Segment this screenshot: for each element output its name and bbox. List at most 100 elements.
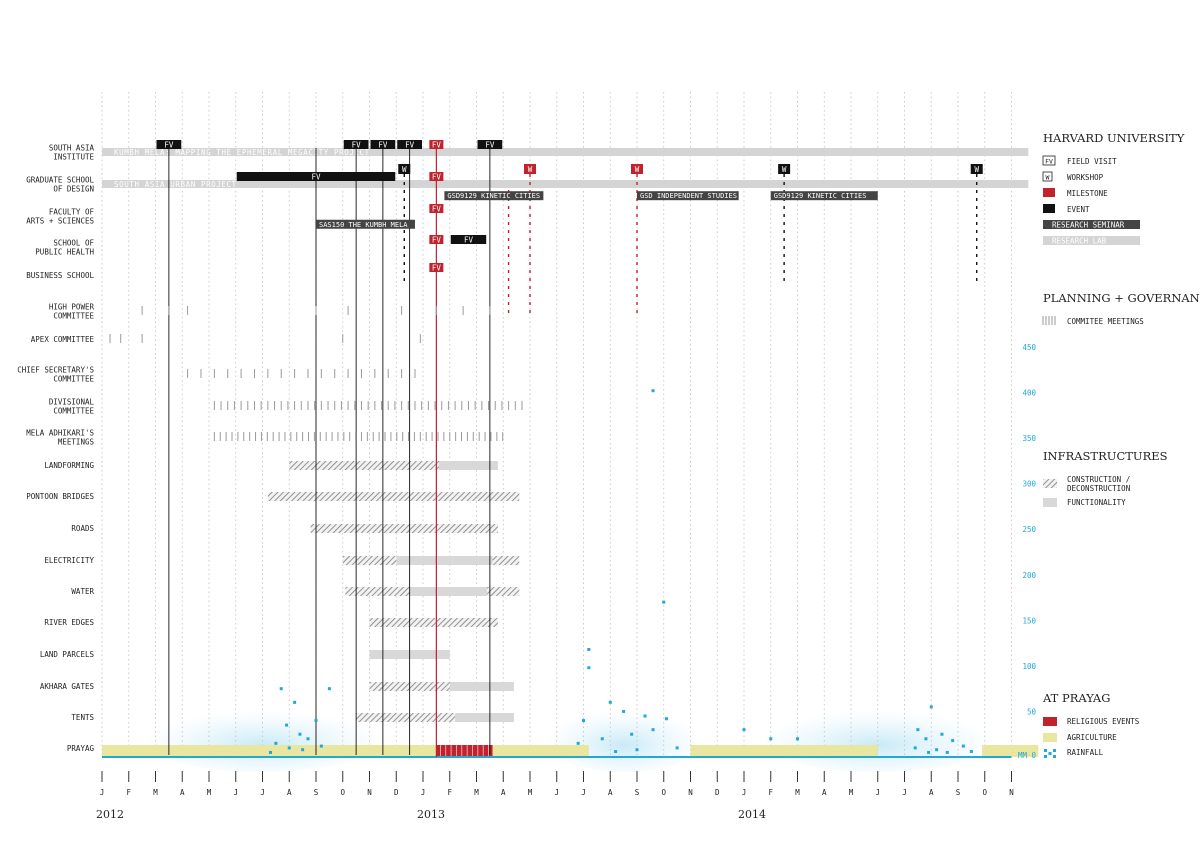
rainfall-tick-label: 350 [1022, 434, 1036, 443]
field-visit-label: FV [311, 173, 321, 182]
month-label: N [367, 788, 372, 797]
field-visit-label: FV [485, 141, 495, 150]
construction-bar [356, 713, 456, 722]
milestone-label: FV [432, 236, 442, 245]
month-label: A [929, 788, 934, 797]
construction-bar [267, 492, 520, 501]
workshop-box [778, 164, 791, 174]
legend-label: RESEARCH SEMINAR [1052, 221, 1125, 230]
research-seminar-bar [444, 191, 544, 201]
rainfall-tick-label: 200 [1022, 571, 1036, 580]
rainfall-point [651, 389, 655, 393]
workshop-box [970, 164, 983, 174]
agriculture-band [492, 745, 589, 757]
row-label-line: SCHOOL OF [53, 239, 94, 248]
rainfall-point [587, 647, 591, 651]
row-label: MELA ADHIKARI'S MEETINGS [26, 429, 94, 447]
rainfall-point [951, 739, 955, 743]
research-lab-label: KUMBH MELA: MAPPING THE EPHEMERAL MEGACI… [114, 148, 370, 157]
research-lab-label: SOUTH ASIA URBAN PROJECT [114, 180, 237, 189]
rainfall-point [319, 744, 323, 748]
month-label: A [822, 788, 827, 797]
legend-swatch-code: FV [1045, 158, 1053, 166]
month-label: J [260, 788, 265, 797]
legend-title: HARVARD UNIVERSITY [1043, 131, 1185, 145]
research-seminar-bar [770, 191, 878, 201]
rainfall-point [662, 600, 666, 604]
month-label: J [902, 788, 907, 797]
row-label-line: INSTITUTE [53, 153, 94, 162]
row-label: WATER [71, 587, 94, 596]
rainfall-point [929, 705, 933, 709]
month-label: O [661, 788, 666, 797]
row-label-line: WATER [71, 587, 94, 596]
legend-label: AGRICULTURE [1067, 733, 1117, 742]
workshop-box [398, 164, 411, 174]
rainfall-point [600, 737, 604, 741]
row-label-line: COMMITTEE [53, 407, 94, 416]
rainfall-point [643, 714, 647, 718]
row-label-line: CHIEF SECRETARY'S [17, 366, 94, 375]
functionality-swatch [1043, 498, 1057, 507]
rainfall-swatch-dot [1044, 755, 1047, 758]
field-visit-box [397, 140, 422, 149]
row-label-line: DIVISIONAL [49, 398, 95, 407]
milestone-label: FV [432, 173, 442, 182]
row-label: RIVER EDGES [44, 618, 94, 627]
field-visit-box [343, 140, 369, 149]
legend-title: PLANNING + GOVERNANCE [1043, 291, 1200, 305]
row-label-line: PONTOON BRIDGES [26, 492, 94, 501]
mark-layer: FV FV FV FV FV FV FV FV FV FV FV FV W W W W W GSD9129 KIN… [109, 140, 983, 754]
rainfall-point [913, 746, 917, 750]
row-label: BUSINESS SCHOOL [26, 271, 94, 280]
row-label-line: SOUTH ASIA [49, 144, 95, 153]
month-label: J [233, 788, 238, 797]
rainfall-tick-label: 150 [1022, 616, 1036, 625]
rainfall-point [935, 748, 939, 752]
rainfall-point [576, 741, 580, 745]
month-label: J [100, 788, 105, 797]
rainfall-point [279, 687, 283, 691]
row-label-line: MELA ADHIKARI'S [26, 429, 94, 438]
field-visit-label: FV [405, 141, 415, 150]
functionality-bar [409, 587, 488, 596]
row-label-line: MEETINGS [58, 438, 95, 447]
research-seminar-label: GSD9129 KINETIC CITIES [774, 192, 867, 200]
row-label-line: HIGH POWER [49, 303, 95, 312]
rainfall-point [916, 728, 920, 732]
row-label: CHIEF SECRETARY'S COMMITTEE [17, 366, 94, 384]
rainfall-point [796, 737, 799, 741]
month-label: D [394, 788, 399, 797]
legend-title: AT PRAYAG [1042, 691, 1110, 705]
row-label: LANDFORMING [44, 461, 94, 470]
row-label: GRADUATE SCHOOL OF DESIGN [26, 176, 94, 194]
rainfall-zero-label: MM 0 [1018, 751, 1037, 760]
month-label: M [795, 788, 800, 797]
construction-bar [487, 587, 520, 596]
rainfall-point [614, 750, 618, 754]
rainfall-swatch-dot [1048, 752, 1052, 755]
rainfall-glow-1 [543, 704, 704, 772]
religious-events-swatch [1043, 717, 1057, 726]
legend-label: RESEARCH LAB [1052, 237, 1107, 246]
event-lines [168, 148, 978, 757]
construction-swatch [1043, 479, 1057, 488]
rainfall-point [301, 748, 305, 752]
row-label-line: ARTS + SCIENCES [26, 217, 94, 226]
legend-label: RELIGIOUS EVENTS [1067, 717, 1140, 726]
field-visit-label: FV [164, 141, 174, 150]
functionality-bar [396, 556, 493, 565]
month-label: J [581, 788, 586, 797]
row-label-line: COMMITTEE [53, 312, 94, 321]
field-visit-box [450, 235, 487, 244]
month-label: S [635, 788, 640, 797]
rainfall-point [293, 700, 297, 704]
rainfall-point [287, 746, 291, 750]
rainfall-swatch-dot [1053, 749, 1056, 752]
rainfall-point [587, 666, 591, 670]
milestone-box [429, 140, 444, 149]
research-lab-bar [102, 180, 1029, 188]
rainfall-point [742, 728, 746, 732]
month-label: J [742, 788, 747, 797]
